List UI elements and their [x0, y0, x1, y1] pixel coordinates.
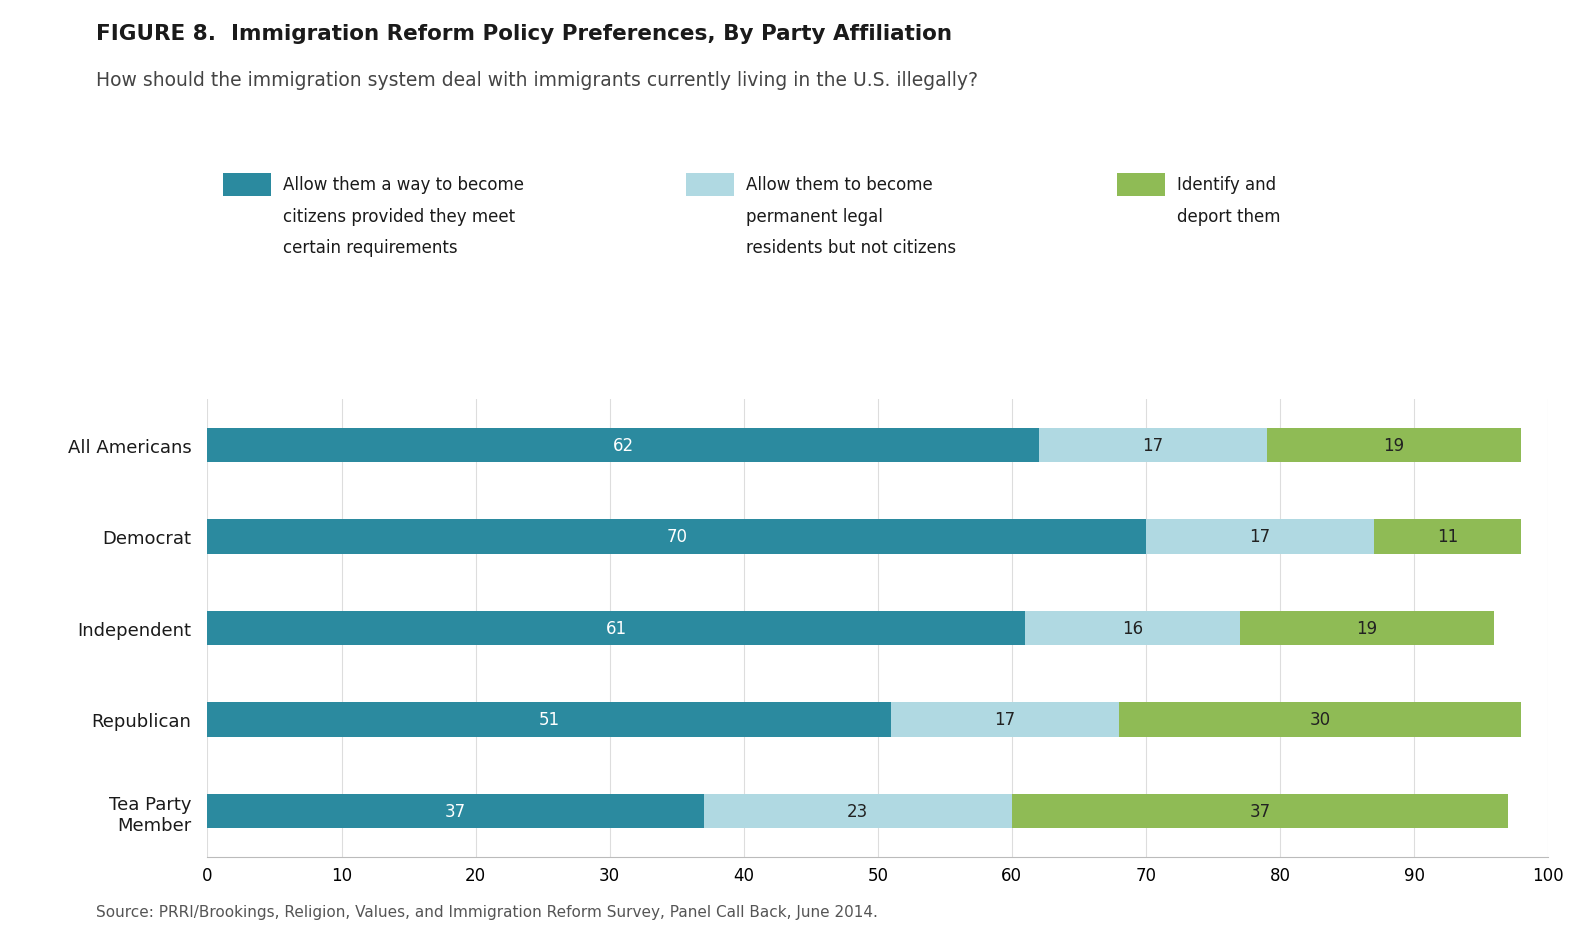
Bar: [207, 428, 1039, 463]
Text: 37: 37: [1250, 803, 1270, 820]
Bar: [1374, 520, 1521, 554]
Text: How should the immigration system deal with immigrants currently living in the U: How should the immigration system deal w…: [96, 71, 978, 90]
Text: 11: 11: [1436, 528, 1459, 545]
Bar: [1267, 428, 1521, 463]
Text: Source: PRRI/Brookings, Religion, Values, and Immigration Reform Survey, Panel C: Source: PRRI/Brookings, Religion, Values…: [96, 903, 878, 919]
Bar: [1119, 703, 1521, 737]
Text: 61: 61: [606, 620, 627, 637]
Text: permanent legal: permanent legal: [745, 208, 883, 226]
Text: 70: 70: [666, 528, 688, 545]
Text: 17: 17: [994, 711, 1015, 728]
Text: residents but not citizens: residents but not citizens: [745, 239, 956, 257]
Bar: [1039, 428, 1267, 463]
Bar: [1146, 520, 1374, 554]
Text: 37: 37: [445, 803, 466, 820]
Text: Identify and: Identify and: [1176, 176, 1277, 194]
Bar: [704, 794, 1012, 828]
Bar: [1240, 611, 1494, 645]
Bar: [207, 520, 1146, 554]
Text: certain requirements: certain requirements: [282, 239, 458, 257]
Text: Allow them a way to become: Allow them a way to become: [282, 176, 523, 194]
Bar: [1012, 794, 1508, 828]
Text: 16: 16: [1122, 620, 1143, 637]
Text: 17: 17: [1250, 528, 1270, 545]
Text: 30: 30: [1310, 711, 1331, 728]
Text: 62: 62: [613, 437, 634, 454]
Text: 19: 19: [1384, 437, 1404, 454]
Text: 51: 51: [539, 711, 560, 728]
Text: Allow them to become: Allow them to become: [745, 176, 932, 194]
Bar: [207, 703, 891, 737]
Bar: [207, 794, 704, 828]
Text: 17: 17: [1143, 437, 1163, 454]
Text: 19: 19: [1357, 620, 1377, 637]
Text: FIGURE 8.  Immigration Reform Policy Preferences, By Party Affiliation: FIGURE 8. Immigration Reform Policy Pref…: [96, 24, 951, 44]
Text: 23: 23: [847, 803, 868, 820]
Bar: [891, 703, 1119, 737]
Text: deport them: deport them: [1176, 208, 1280, 226]
Text: citizens provided they meet: citizens provided they meet: [282, 208, 516, 226]
Bar: [1025, 611, 1240, 645]
Bar: [207, 611, 1025, 645]
